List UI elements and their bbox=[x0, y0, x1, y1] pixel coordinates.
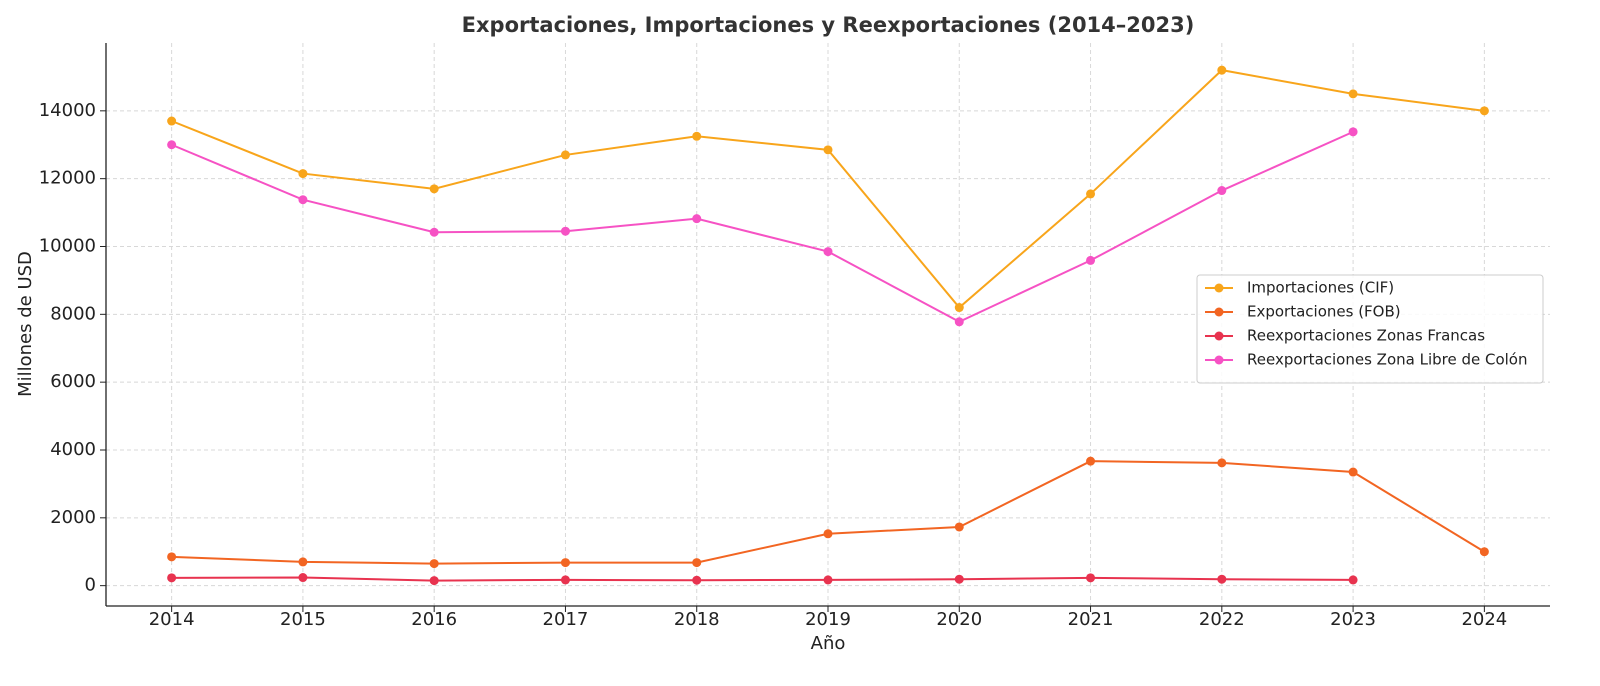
x-tick-label: 2016 bbox=[411, 609, 457, 630]
series-line bbox=[171, 576, 1354, 582]
data-point bbox=[692, 575, 702, 585]
legend-marker bbox=[1214, 331, 1224, 341]
data-point bbox=[298, 169, 308, 179]
data-point bbox=[1086, 255, 1096, 265]
data-point bbox=[1217, 458, 1227, 468]
x-tick-label: 2018 bbox=[674, 609, 720, 630]
y-tick-label: 6000 bbox=[50, 371, 96, 392]
data-point bbox=[560, 226, 570, 236]
data-point bbox=[954, 303, 964, 313]
series-line bbox=[171, 130, 1354, 323]
data-point bbox=[298, 195, 308, 205]
data-point bbox=[429, 184, 439, 194]
data-point bbox=[1348, 127, 1358, 137]
data-point bbox=[429, 227, 439, 237]
data-point bbox=[167, 573, 177, 583]
data-point bbox=[298, 573, 308, 583]
data-point bbox=[560, 558, 570, 568]
data-point bbox=[298, 557, 308, 567]
legend-marker bbox=[1214, 307, 1224, 317]
series-line bbox=[171, 69, 1485, 309]
data-point bbox=[823, 529, 833, 539]
x-tick-label: 2021 bbox=[1068, 609, 1114, 630]
legend-label: Reexportaciones Zonas Francas bbox=[1247, 327, 1485, 345]
data-point bbox=[429, 559, 439, 569]
y-axis-label: Millones de USD bbox=[15, 251, 36, 397]
data-point bbox=[1217, 65, 1227, 75]
chart-title: Exportaciones, Importaciones y Reexporta… bbox=[462, 13, 1195, 37]
data-point bbox=[167, 116, 177, 126]
data-point bbox=[560, 575, 570, 585]
legend-label: Exportaciones (FOB) bbox=[1247, 303, 1401, 321]
x-tick-label: 2015 bbox=[280, 609, 326, 630]
data-point bbox=[1217, 186, 1227, 196]
legend-marker bbox=[1214, 283, 1224, 293]
x-tick-label: 2024 bbox=[1461, 609, 1507, 630]
data-point bbox=[954, 574, 964, 584]
data-point bbox=[954, 522, 964, 532]
y-tick-label: 2000 bbox=[50, 507, 96, 528]
data-point bbox=[823, 247, 833, 257]
data-point bbox=[692, 558, 702, 568]
data-point bbox=[1086, 573, 1096, 583]
x-tick-label: 2019 bbox=[805, 609, 851, 630]
x-tick-label: 2020 bbox=[936, 609, 982, 630]
data-point bbox=[823, 575, 833, 585]
y-tick-label: 10000 bbox=[39, 235, 96, 256]
x-tick-label: 2017 bbox=[543, 609, 589, 630]
legend-marker bbox=[1214, 355, 1224, 365]
legend-box bbox=[1196, 274, 1544, 384]
legend-label: Importaciones (CIF) bbox=[1247, 279, 1394, 297]
y-tick-label: 0 bbox=[85, 575, 96, 596]
data-point bbox=[1479, 547, 1489, 557]
data-point bbox=[823, 145, 833, 155]
data-point bbox=[1086, 189, 1096, 199]
y-tick-label: 8000 bbox=[50, 303, 96, 324]
y-tick-label: 4000 bbox=[50, 439, 96, 460]
data-point bbox=[429, 576, 439, 586]
y-tick-label: 12000 bbox=[39, 168, 96, 189]
data-point bbox=[692, 214, 702, 224]
data-point bbox=[1086, 456, 1096, 466]
data-point bbox=[954, 317, 964, 327]
data-point bbox=[167, 140, 177, 150]
legend-label: Reexportaciones Zona Libre de Colón bbox=[1247, 351, 1528, 369]
data-point bbox=[167, 552, 177, 562]
data-point bbox=[1348, 575, 1358, 585]
data-point bbox=[692, 131, 702, 141]
data-point bbox=[1348, 89, 1358, 99]
y-tick-label: 14000 bbox=[39, 100, 96, 121]
data-point bbox=[1348, 467, 1358, 477]
x-tick-label: 2022 bbox=[1199, 609, 1245, 630]
data-point bbox=[1217, 574, 1227, 584]
x-tick-label: 2023 bbox=[1330, 609, 1376, 630]
x-tick-label: 2014 bbox=[149, 609, 195, 630]
x-axis-label: Año bbox=[811, 633, 846, 654]
data-point bbox=[1479, 106, 1489, 116]
data-point bbox=[560, 150, 570, 160]
